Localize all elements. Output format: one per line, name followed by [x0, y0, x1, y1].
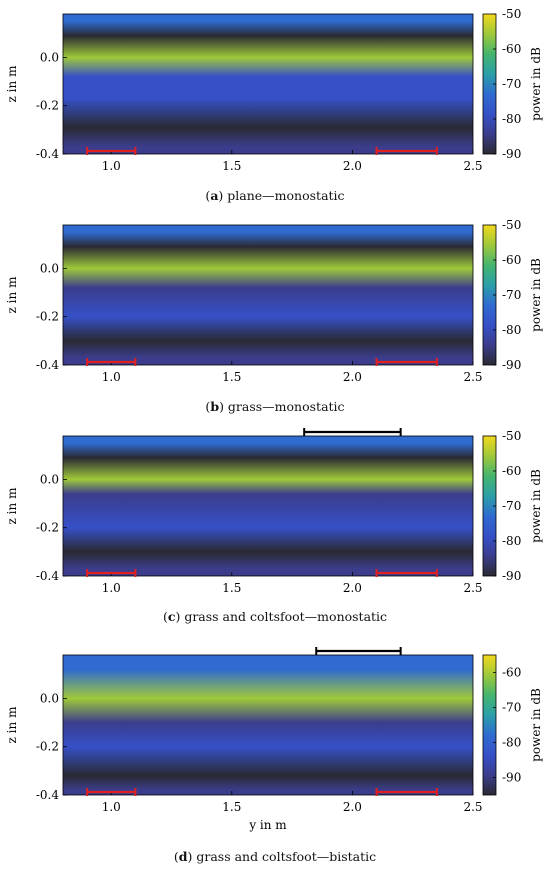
colorbar-tick-label: -60 [502, 253, 521, 267]
colorbar-tick-label: -90 [502, 771, 521, 785]
y-tick-label: 0.0 [40, 50, 59, 64]
x-tick-label: 1.5 [222, 800, 241, 814]
y-tick-label: 0.0 [40, 261, 59, 275]
y-tick-label: -0.4 [36, 147, 60, 161]
x-tick-label: 1.0 [102, 159, 121, 173]
colorbar-tick-label: -50 [502, 218, 521, 232]
colorbar-tick-label: -80 [502, 736, 521, 750]
panel-b: 1.0 1.5 2.0 2.5 0.0 -0.2 -0.4 z in m -50 -60 -70 -8… [5, 218, 543, 384]
y-axis-label: z in m [5, 706, 19, 744]
y-axis-label: z in m [5, 65, 19, 103]
y-tick-label: -0.4 [36, 788, 60, 802]
x-tick-label: 2.5 [463, 800, 482, 814]
y-axis-label: z in m [5, 487, 19, 525]
x-tick-label: 2.5 [463, 370, 482, 384]
x-tick-label: 1.0 [102, 581, 121, 595]
colorbar-tick-label: -50 [502, 429, 521, 443]
colorbar-tick-label: -70 [502, 499, 521, 513]
colorbar-label: power in dB [529, 688, 543, 762]
y-tick-label: -0.4 [36, 358, 60, 372]
colorbar-tick-label: -60 [502, 464, 521, 478]
colorbar-tick-label: -80 [502, 112, 521, 126]
x-tick-label: 1.0 [102, 370, 121, 384]
x-tick-label: 2.5 [463, 159, 482, 173]
colorbar-tick-label: -80 [502, 534, 521, 548]
colorbar-tick-label: -50 [502, 7, 521, 21]
plot-frame [62, 654, 474, 796]
colorbar-tick-label: -70 [502, 288, 521, 302]
x-tick-label: 1.5 [222, 370, 241, 384]
panel-c: 1.0 1.5 2.0 2.5 0.0 -0.2 -0.4 z in m -50 -60 -70 -8… [5, 428, 543, 595]
x-tick-label: 1.5 [222, 581, 241, 595]
colorbar-label: power in dB [529, 47, 543, 121]
x-tick-label: 2.0 [343, 159, 362, 173]
caption-b: (b) grass—monostatic [205, 399, 345, 414]
y-axis-label: z in m [5, 276, 19, 314]
colorbar-label: power in dB [529, 469, 543, 543]
heatmap-field [63, 14, 473, 154]
heatmap-field [63, 225, 473, 365]
x-tick-label: 1.5 [222, 159, 241, 173]
colorbar-tick-label: -90 [502, 358, 521, 372]
colorbar-tick-label: -70 [502, 77, 521, 91]
x-tick-label: 2.0 [343, 800, 362, 814]
y-tick-label: 0.0 [40, 472, 59, 486]
x-axis-label: y in m [248, 818, 287, 832]
colorbar-tick-label: -70 [502, 701, 521, 715]
heatmap-field [63, 655, 473, 795]
caption-a: (a) plane—monostatic [205, 188, 345, 203]
caption-c: (c) grass and coltsfoot—monostatic [162, 609, 388, 624]
colorbar-tick-label: -60 [502, 42, 521, 56]
colorbar-tick-label: -90 [502, 147, 521, 161]
colorbar-tick-label: -80 [502, 323, 521, 337]
heatmap-field [63, 436, 473, 576]
y-tick-label: -0.2 [36, 740, 59, 754]
caption-d: (d) grass and coltsfoot—bistatic [173, 849, 377, 864]
y-tick-label: -0.2 [36, 521, 59, 535]
y-tick-label: -0.2 [36, 310, 59, 324]
plot-frame [62, 435, 474, 577]
x-tick-label: 1.0 [102, 800, 121, 814]
colorbar [482, 654, 497, 796]
colorbar-tick-label: -60 [502, 666, 521, 680]
y-tick-label: -0.4 [36, 569, 60, 583]
colorbar-label: power in dB [529, 258, 543, 332]
y-tick-label: -0.2 [36, 99, 59, 113]
plot-frame [62, 13, 474, 155]
colorbar-tick-label: -90 [502, 569, 521, 583]
x-tick-label: 2.0 [343, 581, 362, 595]
x-tick-label: 2.5 [463, 581, 482, 595]
y-tick-label: 0.0 [40, 691, 59, 705]
panel-a: 1.0 1.5 2.0 2.5 0.0 -0.2 -0.4 z in m -50 -60 -70 -8… [5, 7, 543, 173]
panel-d: 1.0 1.5 2.0 2.5 0.0 -0.2 -0.4 z in m y in m -60 -7… [5, 647, 543, 832]
plot-frame [62, 224, 474, 366]
x-tick-label: 2.0 [343, 370, 362, 384]
